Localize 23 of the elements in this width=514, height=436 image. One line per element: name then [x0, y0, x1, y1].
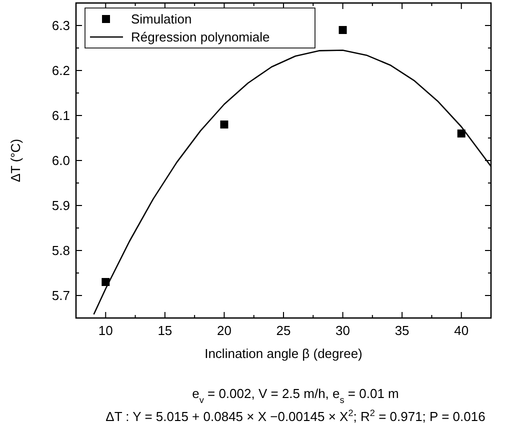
legend-label: Simulation	[131, 12, 192, 27]
x-tick-label: 35	[394, 323, 410, 338]
y-tick-label: 6.0	[52, 153, 70, 168]
x-tick-label: 15	[158, 323, 172, 338]
text: e$_{v}$ = 0.002, V = 2.5 m/h, e$_{s}$ = 0.01 m	[192, 386, 399, 405]
x-tick-label: 10	[98, 323, 113, 338]
point	[338, 26, 347, 34]
text: ΔT : Y = 5.015 + 0.0845 × X −0.00145 × X$^{2}$; R$^{2}$ = 0.971; P = 0.016	[106, 408, 486, 424]
y-tick-label: 5.9	[52, 198, 70, 214]
y-axis-title: ΔT (°C)	[8, 138, 23, 182]
x-tick-label: 20	[216, 323, 232, 338]
y-tick-label: 5.7	[52, 288, 70, 304]
y-tick-label: 6.2	[52, 63, 70, 78]
point	[457, 130, 466, 138]
y-tick-label: 5.8	[52, 243, 70, 258]
y-tick-label: 6.3	[52, 18, 70, 34]
x-tick-label: 40	[454, 323, 469, 338]
point	[220, 120, 228, 128]
y-tick-label: 6.1	[52, 108, 70, 124]
x-axis-title: Inclination angle β (degree)	[204, 346, 362, 361]
legend-label: Régression polynomiale	[131, 30, 270, 45]
x-tick-label: 25	[276, 323, 291, 338]
x-tick-label: 30	[336, 323, 350, 338]
